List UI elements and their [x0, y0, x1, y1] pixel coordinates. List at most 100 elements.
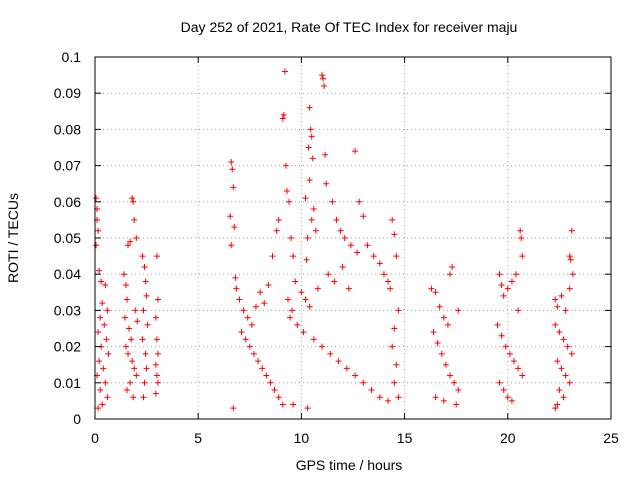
data-point — [343, 365, 350, 372]
data-point — [231, 224, 238, 231]
data-point — [127, 238, 134, 245]
data-point — [517, 227, 524, 234]
data-point — [300, 329, 307, 336]
data-point — [352, 148, 359, 155]
data-point — [228, 158, 235, 165]
data-point — [306, 303, 313, 310]
data-point — [248, 321, 255, 328]
data-point — [352, 372, 359, 379]
data-point — [93, 195, 100, 202]
data-point — [229, 166, 236, 173]
data-point — [152, 390, 159, 397]
data-point — [508, 397, 515, 404]
data-point — [389, 216, 396, 223]
data-point — [304, 235, 311, 241]
data-point — [554, 401, 561, 408]
data-point — [250, 350, 257, 357]
data-point — [323, 180, 330, 187]
y-tick-label: 0.1 — [62, 49, 82, 65]
data-point — [127, 379, 134, 386]
data-point — [442, 361, 449, 368]
data-point — [307, 126, 314, 133]
data-point — [275, 216, 282, 223]
data-point — [562, 372, 569, 379]
data-point — [152, 361, 159, 368]
data-point — [432, 394, 439, 401]
data-point — [447, 271, 454, 278]
y-tick-label: 0.07 — [54, 158, 81, 174]
data-point — [125, 350, 132, 357]
data-point — [329, 198, 336, 205]
data-point — [568, 227, 575, 234]
data-point — [354, 249, 361, 256]
data-point — [562, 307, 569, 314]
data-point — [154, 350, 161, 357]
data-point — [321, 82, 328, 89]
data-point — [143, 365, 150, 372]
data-point — [331, 278, 338, 285]
data-point — [385, 278, 392, 285]
data-point — [154, 379, 161, 386]
data-point — [267, 379, 274, 386]
y-tick-label: 0.09 — [54, 85, 81, 101]
x-tick-label: 5 — [194, 430, 202, 446]
data-point — [292, 278, 299, 285]
data-point — [303, 256, 310, 263]
data-point — [438, 350, 445, 357]
data-point — [98, 278, 105, 285]
x-axis-label: GPS time / hours — [296, 457, 403, 473]
data-point — [500, 292, 507, 299]
data-point — [273, 227, 280, 234]
data-point — [103, 336, 110, 343]
data-point — [310, 336, 317, 343]
data-point — [314, 285, 321, 292]
data-point — [142, 278, 149, 285]
data-point — [120, 271, 127, 278]
data-point — [102, 379, 109, 386]
y-tick-label: 0.04 — [54, 266, 81, 282]
data-point — [519, 253, 526, 260]
data-point — [140, 307, 147, 314]
data-point — [556, 387, 563, 394]
data-point — [436, 303, 443, 310]
data-point — [319, 72, 326, 79]
data-point — [240, 307, 247, 314]
data-point — [552, 321, 559, 328]
data-point — [144, 321, 151, 328]
data-point — [385, 397, 392, 404]
data-point — [255, 358, 262, 365]
data-point — [275, 394, 282, 401]
data-point — [96, 267, 103, 274]
data-point — [389, 343, 396, 350]
x-tick-label: 20 — [500, 430, 516, 446]
data-point — [153, 253, 160, 260]
data-point — [263, 372, 270, 379]
data-point — [451, 379, 458, 386]
data-point — [141, 263, 148, 270]
grid — [95, 57, 611, 419]
data-point — [455, 387, 462, 394]
data-point — [279, 115, 286, 122]
data-point — [360, 379, 367, 386]
y-tick-label: 0.08 — [54, 121, 81, 137]
data-point — [283, 187, 290, 194]
data-point — [125, 242, 132, 249]
data-point — [432, 289, 439, 296]
data-point — [449, 263, 456, 270]
data-point — [133, 372, 140, 379]
data-point — [360, 213, 367, 220]
data-point — [566, 253, 573, 260]
x-tick-label: 25 — [603, 430, 619, 446]
data-point — [518, 235, 525, 241]
data-point — [341, 235, 348, 241]
data-point — [104, 307, 111, 314]
data-point — [129, 358, 136, 365]
data-point — [376, 394, 383, 401]
data-point — [368, 387, 375, 394]
data-point — [568, 350, 575, 357]
data-point — [131, 216, 138, 223]
data-point — [230, 405, 237, 412]
data-point — [395, 394, 402, 401]
data-point — [500, 387, 507, 394]
x-tick-label: 15 — [397, 430, 413, 446]
